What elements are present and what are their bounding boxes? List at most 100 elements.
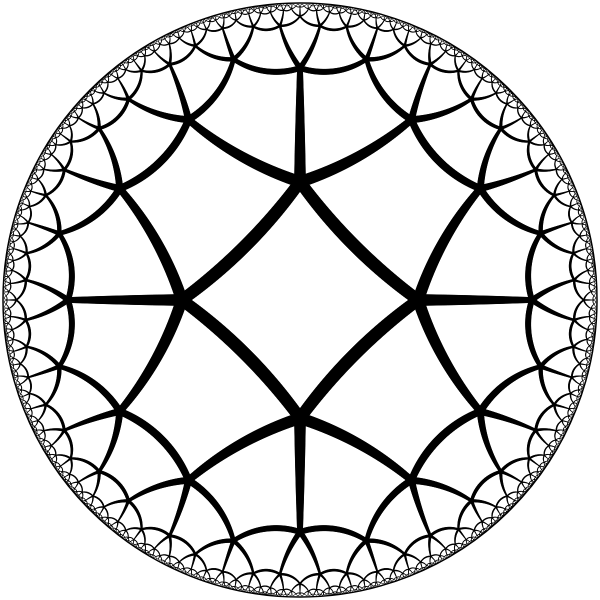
tiling-edge: [445, 50, 456, 57]
tiling-edge: [81, 103, 94, 109]
tiling-edge: [37, 168, 45, 180]
tiling-edge: [248, 572, 255, 587]
tiling-edge: [291, 4, 293, 10]
tiling-edge: [534, 153, 550, 171]
tiling-edge: [396, 577, 399, 580]
tiling-edge: [17, 221, 29, 225]
tiling-edge: [481, 74, 489, 79]
tiling-edge: [357, 13, 365, 21]
tiling-edge: [55, 140, 72, 146]
tiling-edge: [98, 469, 131, 502]
tiling-edge: [556, 443, 559, 445]
tiling-edge: [392, 22, 398, 30]
tiling-edge: [297, 25, 322, 70]
tiling-edge: [90, 495, 94, 506]
tiling-edge: [525, 298, 543, 368]
tiling-edge: [428, 43, 432, 65]
tiling-edge: [470, 77, 483, 100]
tiling-edge: [573, 315, 591, 322]
tiling-edge: [68, 125, 73, 143]
tiling-edge: [528, 140, 545, 146]
tiling-edge: [317, 594, 320, 596]
tiling-edge: [517, 491, 522, 496]
tiling-edge: [36, 168, 45, 171]
tiling-edge: [126, 60, 129, 63]
tiling-edge: [92, 103, 101, 129]
tiling-edge: [531, 479, 535, 482]
tiling-edge: [38, 164, 45, 170]
tiling-edge: [364, 12, 369, 14]
tiling-edge: [523, 488, 526, 492]
tiling-edge: [399, 21, 403, 24]
tiling-edge: [19, 363, 29, 378]
tiling-edge: [8, 350, 14, 352]
tiling-edge: [477, 186, 542, 236]
tiling-edge: [403, 45, 431, 66]
tiling-edge: [12, 252, 28, 262]
tiling-edge: [37, 404, 47, 422]
tiling-edge: [168, 479, 192, 537]
tiling-edge: [98, 98, 131, 131]
tiling-edge: [159, 554, 170, 557]
tiling-edge: [412, 298, 484, 414]
tiling-edge: [5, 335, 9, 338]
tiling-edge: [411, 572, 414, 575]
tiling-edge: [495, 85, 501, 94]
tiling-edge: [11, 329, 15, 340]
tiling-edge: [104, 78, 109, 83]
tiling-edge: [380, 16, 385, 21]
tiling-edge: [572, 193, 576, 198]
tiling-edge: [16, 218, 19, 225]
tiling-edge: [116, 298, 188, 414]
tiling-edge: [376, 19, 385, 29]
tiling-edge: [556, 152, 558, 155]
tiling-edge: [278, 9, 285, 27]
tiling-edge: [5, 268, 8, 272]
tiling-edge: [29, 194, 47, 208]
tiling-edge: [247, 8, 250, 10]
tiling-edge: [103, 81, 109, 94]
tiling-edge: [252, 12, 262, 28]
tiling-edge: [10, 234, 14, 236]
tiling-edge: [164, 35, 167, 37]
tiling-edge: [101, 81, 109, 84]
tiling-edge: [23, 193, 26, 196]
tiling-edge: [538, 231, 574, 255]
tiling-edge: [583, 299, 594, 301]
tiling-edge: [62, 124, 64, 129]
tiling-edge: [298, 116, 414, 188]
tiling-edge: [5, 295, 8, 301]
tiling-edge: [67, 480, 72, 485]
tiling-edge: [457, 59, 467, 72]
tiling-edge: [380, 582, 384, 585]
tiling-edge: [528, 454, 545, 460]
tiling-edge: [253, 10, 261, 14]
tiling-edge: [43, 439, 52, 447]
tiling-edge: [554, 151, 557, 154]
tiling-edge: [514, 95, 516, 98]
tiling-edge: [403, 553, 410, 570]
tiling-edge: [152, 548, 155, 556]
tiling-edge: [31, 415, 39, 422]
tiling-edge: [15, 380, 18, 384]
tiling-edge: [21, 205, 30, 211]
tiling-edge: [107, 77, 119, 83]
tiling-edge: [491, 81, 497, 94]
tiling-edge: [308, 5, 312, 10]
tiling-edge: [420, 37, 432, 45]
tiling-edge: [36, 433, 40, 436]
tiling-edge: [17, 375, 29, 379]
tiling-edge: [437, 37, 439, 41]
tiling-edge: [115, 68, 117, 72]
tiling-edge: [590, 308, 595, 312]
tiling-edge: [399, 20, 401, 24]
tiling-edge: [429, 562, 434, 564]
tiling-edge: [299, 583, 301, 594]
tiling-edge: [521, 103, 523, 105]
tiling-edge: [364, 27, 379, 61]
tiling-edge: [51, 454, 57, 460]
tiling-edge: [506, 103, 519, 109]
tiling-edge: [107, 517, 119, 523]
tiling-edge: [115, 67, 120, 72]
tiling-edge: [4, 314, 6, 317]
